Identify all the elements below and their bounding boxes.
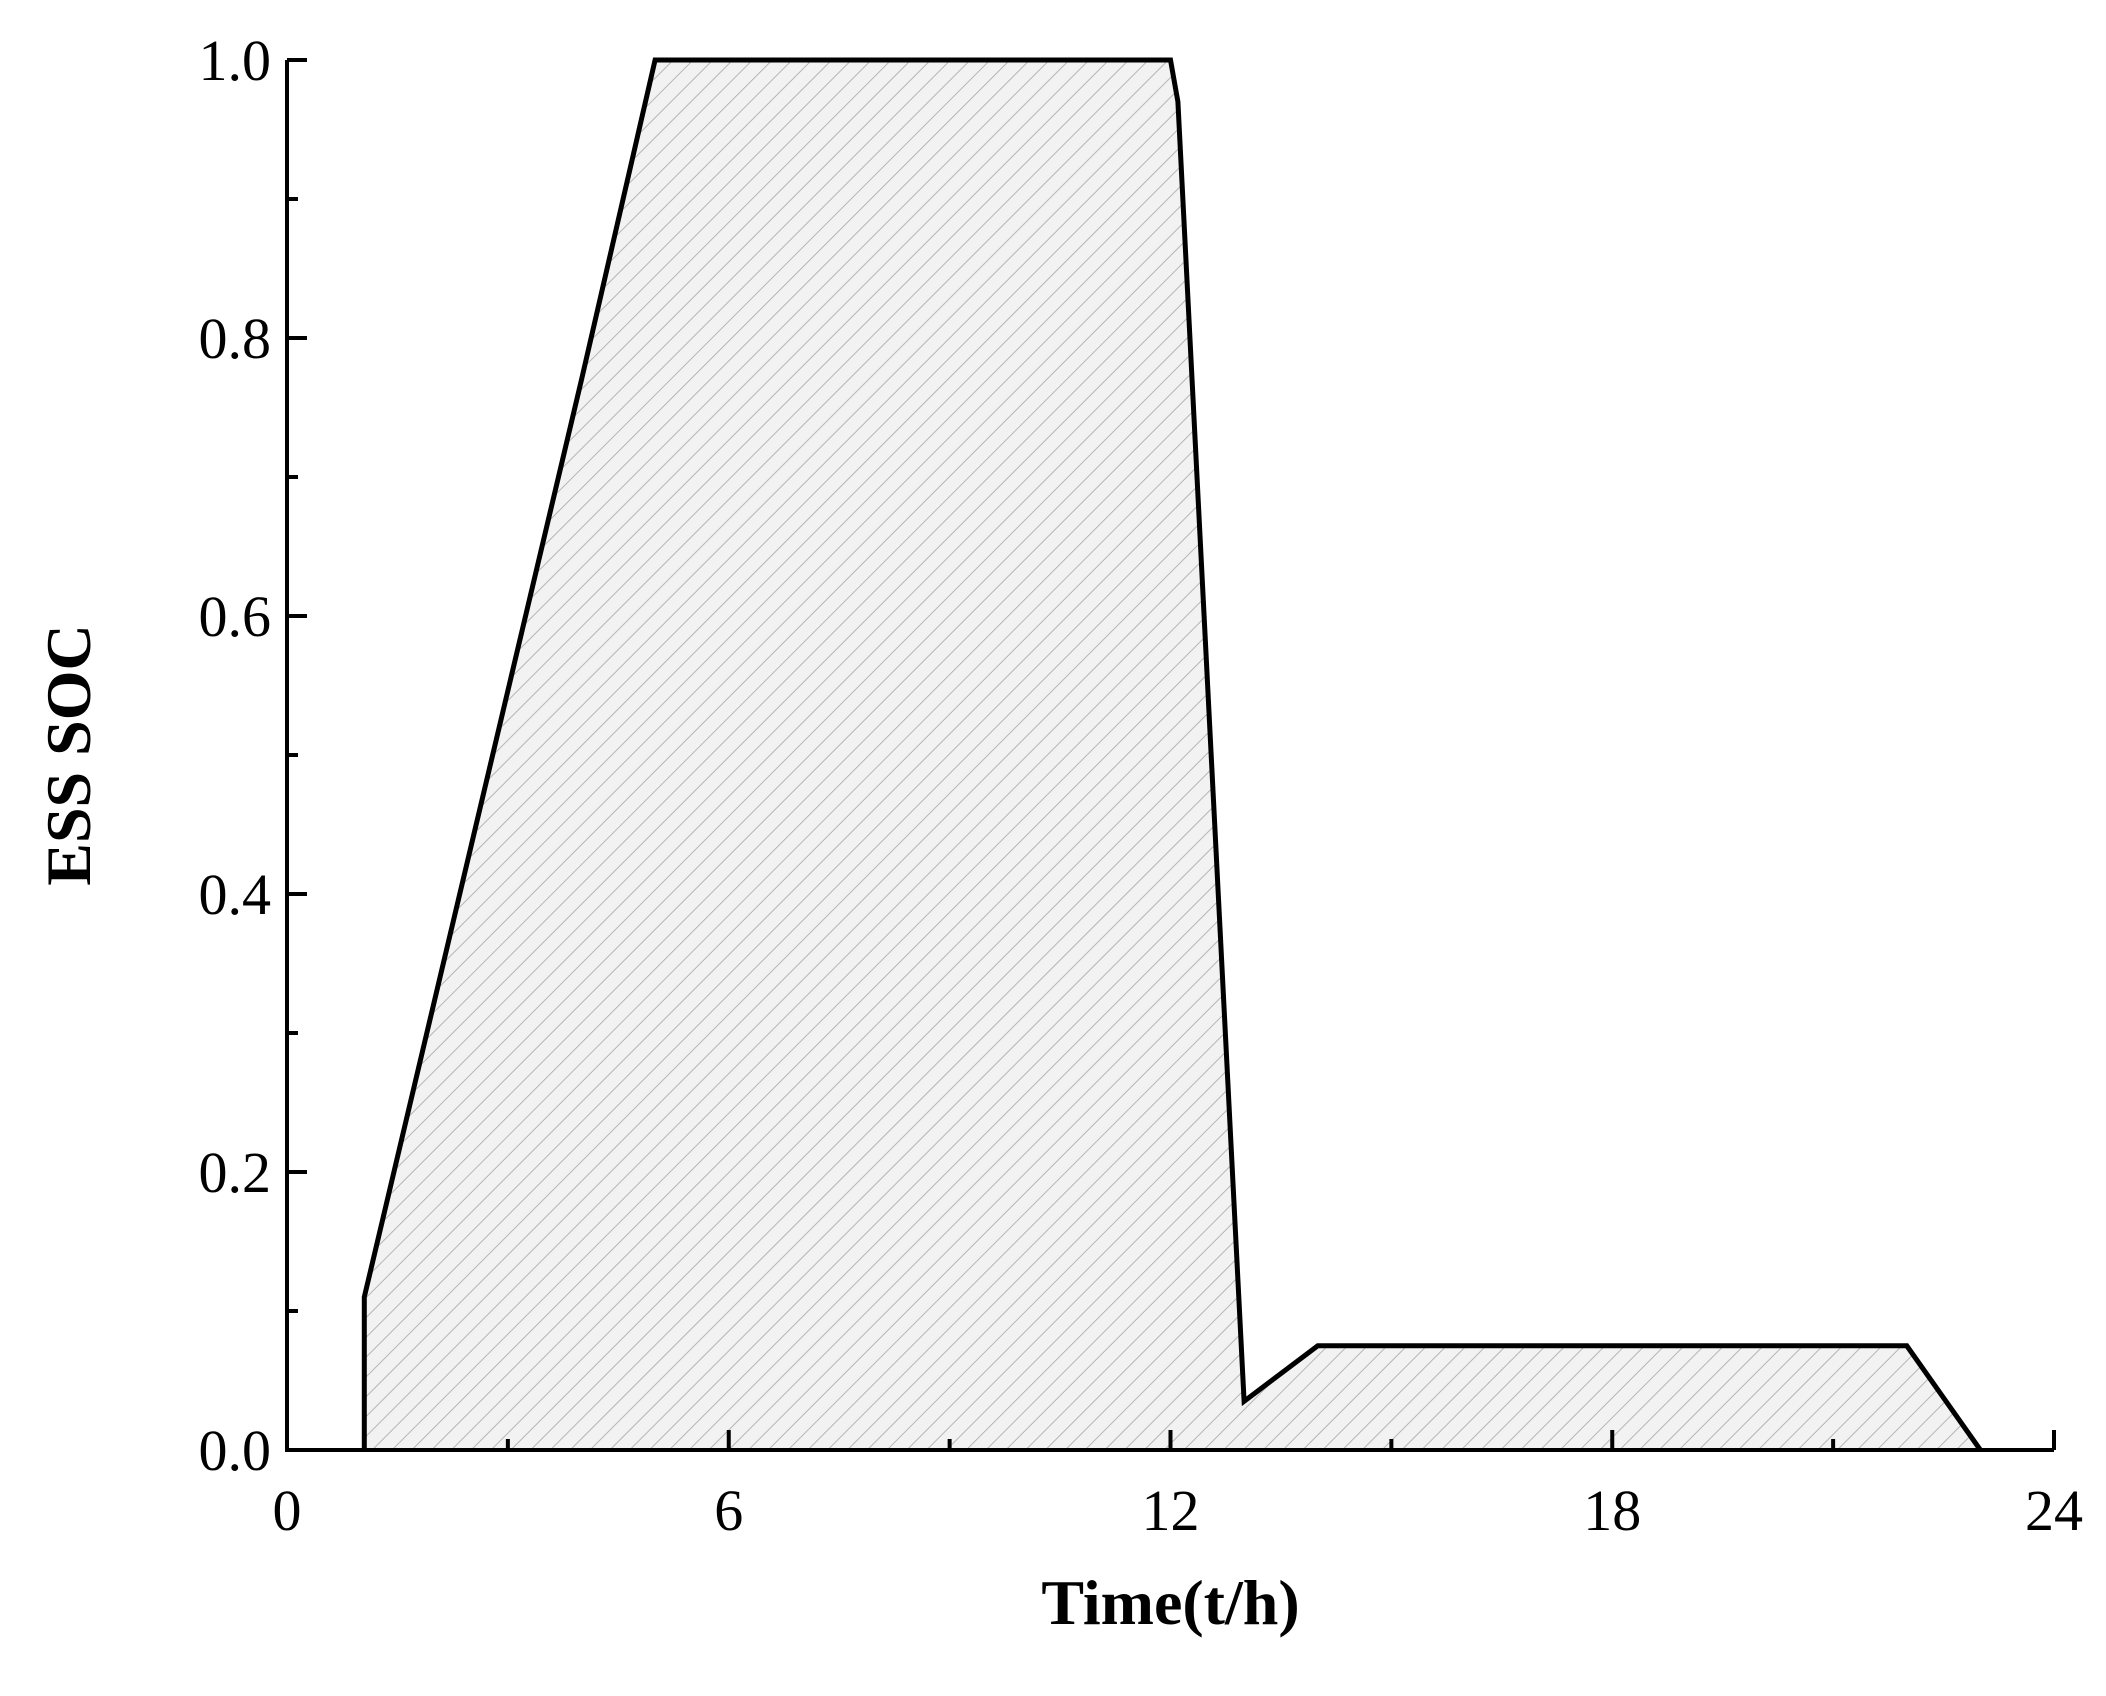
x-tick-label: 0 xyxy=(273,1478,302,1543)
y-tick-label: 0.4 xyxy=(199,862,272,927)
y-tick-label: 0.8 xyxy=(199,306,272,371)
soc-area-fill xyxy=(364,60,1981,1450)
x-tick-label: 18 xyxy=(1583,1478,1641,1543)
y-tick-label: 0.2 xyxy=(199,1140,272,1205)
x-tick-label: 24 xyxy=(2025,1478,2083,1543)
x-tick-label: 6 xyxy=(714,1478,743,1543)
x-axis-title: Time(t/h) xyxy=(1041,1567,1299,1638)
x-tick-label: 12 xyxy=(1142,1478,1200,1543)
y-tick-label: 0.6 xyxy=(199,584,272,649)
y-axis-title: ESS SOC xyxy=(33,624,104,885)
y-tick-label: 0.0 xyxy=(199,1418,272,1483)
soc-series-line xyxy=(361,57,1983,1452)
y-tick-label: 1.0 xyxy=(199,28,272,93)
